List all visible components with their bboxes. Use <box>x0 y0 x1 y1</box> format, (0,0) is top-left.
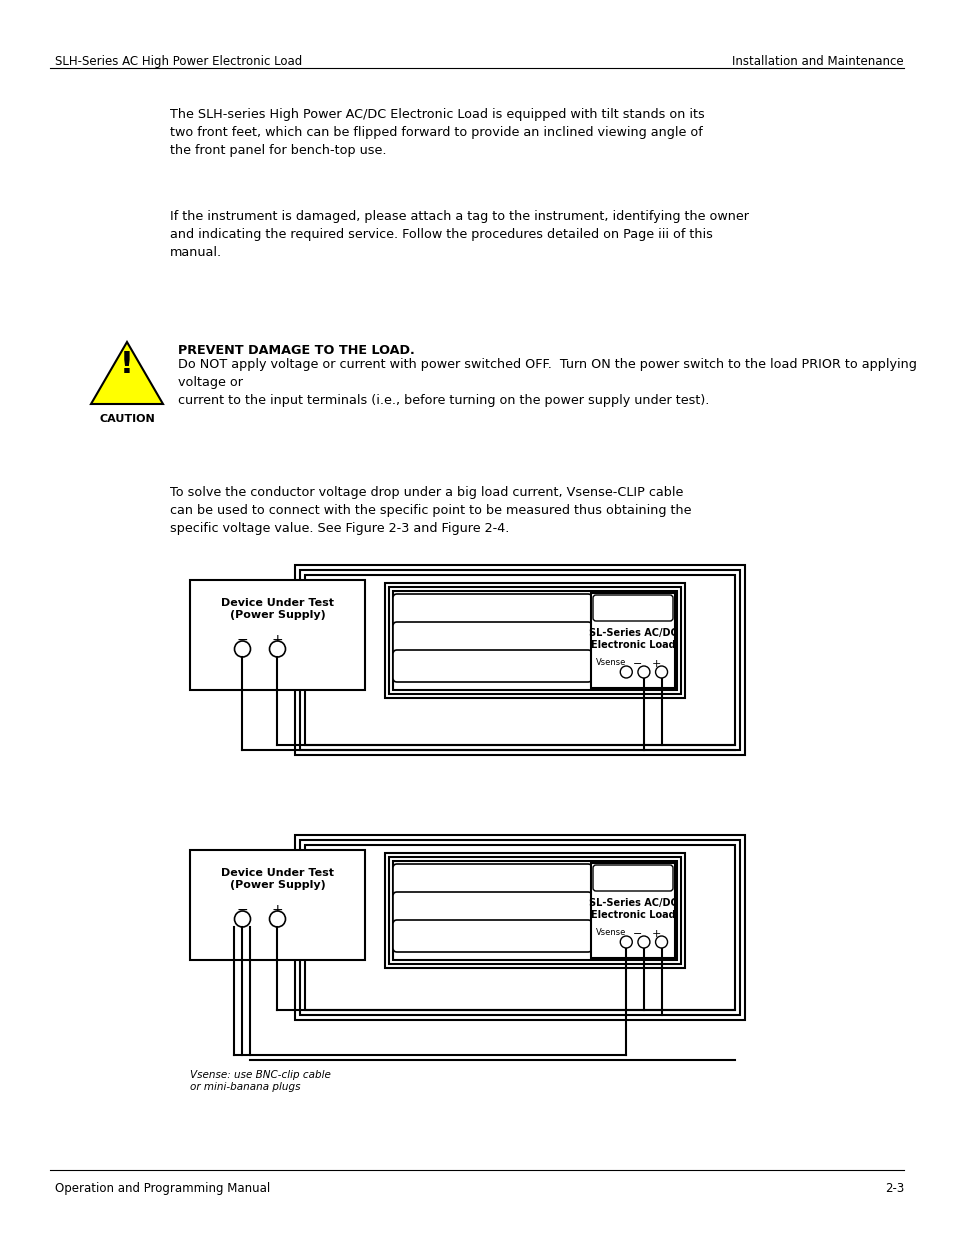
Text: The SLH-series High Power AC/DC Electronic Load is equipped with tilt stands on : The SLH-series High Power AC/DC Electron… <box>170 107 704 157</box>
Polygon shape <box>91 342 163 404</box>
FancyBboxPatch shape <box>393 864 592 897</box>
Circle shape <box>269 911 285 927</box>
Bar <box>385 583 684 698</box>
Text: Vsense: use BNC-clip cable
or mini-banana plugs: Vsense: use BNC-clip cable or mini-banan… <box>190 1070 331 1092</box>
Circle shape <box>619 666 632 678</box>
FancyBboxPatch shape <box>593 864 672 890</box>
Bar <box>393 592 677 690</box>
Circle shape <box>655 936 667 948</box>
Text: Installation and Maintenance: Installation and Maintenance <box>732 56 903 68</box>
Text: Do NOT apply voltage or current with power switched OFF.  Turn ON the power swit: Do NOT apply voltage or current with pow… <box>178 358 916 408</box>
Circle shape <box>234 641 251 657</box>
Bar <box>385 853 684 968</box>
FancyBboxPatch shape <box>393 920 592 952</box>
Text: To solve the conductor voltage drop under a big load current, Vsense-CLIP cable
: To solve the conductor voltage drop unde… <box>170 487 691 535</box>
Bar <box>190 850 365 960</box>
Text: −: − <box>236 634 248 647</box>
FancyBboxPatch shape <box>393 594 592 626</box>
Bar <box>389 857 680 965</box>
Bar <box>305 576 734 745</box>
Text: !: ! <box>120 350 133 379</box>
Text: If the instrument is damaged, please attach a tag to the instrument, identifying: If the instrument is damaged, please att… <box>170 210 748 259</box>
Text: −: − <box>632 659 641 669</box>
Text: Vsense: Vsense <box>596 927 626 937</box>
Text: SL-Series AC/DC
Electronic Load: SL-Series AC/DC Electronic Load <box>588 898 677 920</box>
Text: −: − <box>632 929 641 939</box>
Text: SLH-Series AC High Power Electronic Load: SLH-Series AC High Power Electronic Load <box>55 56 302 68</box>
Text: −: − <box>236 903 248 918</box>
Text: +: + <box>651 929 660 939</box>
Circle shape <box>638 936 649 948</box>
Text: SL-Series AC/DC
Electronic Load: SL-Series AC/DC Electronic Load <box>588 629 677 650</box>
Bar <box>590 863 675 958</box>
Circle shape <box>234 911 251 927</box>
Text: Device Under Test
(Power Supply): Device Under Test (Power Supply) <box>221 598 334 620</box>
FancyBboxPatch shape <box>393 650 592 682</box>
Bar <box>299 840 740 1015</box>
Text: +: + <box>272 903 283 918</box>
Circle shape <box>619 936 632 948</box>
Bar <box>305 845 734 1010</box>
Text: +: + <box>272 634 283 647</box>
Bar <box>389 587 680 694</box>
Circle shape <box>638 666 649 678</box>
Bar <box>294 835 744 1020</box>
Text: 2-3: 2-3 <box>883 1182 903 1195</box>
Bar <box>590 593 675 688</box>
Circle shape <box>655 666 667 678</box>
Bar <box>190 580 365 690</box>
FancyBboxPatch shape <box>393 622 592 655</box>
Circle shape <box>269 641 285 657</box>
Bar <box>299 571 740 750</box>
Text: PREVENT DAMAGE TO THE LOAD.: PREVENT DAMAGE TO THE LOAD. <box>178 345 415 357</box>
Text: +: + <box>651 659 660 669</box>
FancyBboxPatch shape <box>393 892 592 924</box>
Bar <box>393 861 677 960</box>
Text: CAUTION: CAUTION <box>99 414 154 424</box>
Bar <box>294 564 744 755</box>
Text: Vsense: Vsense <box>596 658 626 667</box>
FancyBboxPatch shape <box>593 595 672 621</box>
Text: Device Under Test
(Power Supply): Device Under Test (Power Supply) <box>221 868 334 889</box>
Text: Operation and Programming Manual: Operation and Programming Manual <box>55 1182 270 1195</box>
